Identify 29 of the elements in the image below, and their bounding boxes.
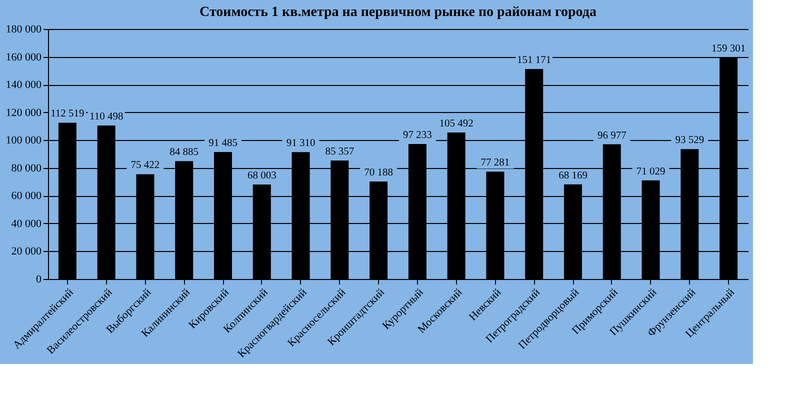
data-label: 159 301: [711, 44, 746, 55]
y-tick-label: 40 000: [11, 218, 42, 230]
y-tick-label: 100 000: [6, 134, 42, 147]
data-label: 93 529: [675, 135, 704, 146]
data-label: 84 885: [170, 147, 199, 158]
data-label: 68 003: [247, 170, 276, 182]
data-label: 151 171: [517, 55, 552, 66]
data-label: 91 310: [286, 138, 316, 150]
y-tick-label: 180 000: [6, 24, 42, 36]
chart-title: Стоимость 1 кв.метра на первичном рынке по районам города: [200, 5, 596, 20]
data-label: 105 492: [439, 118, 474, 130]
data-label: 97 233: [403, 130, 432, 141]
y-tick-label: 20 000: [11, 246, 42, 258]
data-label: 77 281: [480, 158, 510, 169]
data-label: 91 485: [208, 138, 238, 149]
data-label: 68 169: [558, 170, 588, 182]
data-label: 96 977: [597, 130, 626, 142]
y-tick-label: 80 000: [11, 162, 42, 174]
y-tick-label: 120 000: [6, 106, 42, 119]
data-label: 110 498: [89, 112, 124, 123]
data-label: 112 519: [50, 108, 84, 120]
y-tick-label: 140 000: [6, 79, 42, 92]
data-label: 85 357: [325, 146, 354, 158]
data-label: 71 029: [636, 166, 666, 178]
y-tick-label: 160 000: [6, 51, 42, 64]
y-tick-label: 60 000: [11, 190, 42, 202]
data-label: 70 188: [364, 168, 393, 179]
data-label: 75 422: [130, 160, 160, 172]
y-tick-label: 0: [36, 274, 42, 286]
